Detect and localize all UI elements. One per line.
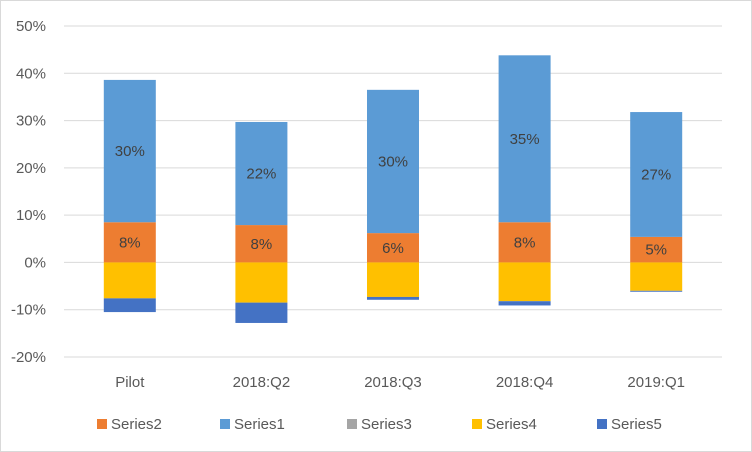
x-tick-label: 2018:Q4 bbox=[496, 374, 554, 391]
bar-segment-series2 bbox=[498, 222, 551, 263]
bar-segment-series2 bbox=[103, 222, 156, 263]
bar-segment-series4 bbox=[235, 262, 288, 303]
data-label: 5% bbox=[645, 242, 667, 259]
y-tick-label: -10% bbox=[11, 302, 46, 319]
legend-label: Series4 bbox=[486, 416, 537, 433]
legend-swatch bbox=[472, 419, 482, 429]
bar-segment-series5 bbox=[235, 302, 288, 323]
bar-segment-series1 bbox=[235, 121, 288, 226]
data-label: 30% bbox=[115, 143, 145, 160]
legend: Series2 Series1 Series3 Series4 Series5 bbox=[97, 416, 662, 433]
legend-label: Series2 bbox=[111, 416, 162, 433]
legend-label: Series5 bbox=[611, 416, 662, 433]
data-label: 27% bbox=[641, 166, 671, 183]
data-label: 8% bbox=[119, 234, 141, 251]
legend-swatch bbox=[597, 419, 607, 429]
bar-segment-series5 bbox=[103, 298, 156, 313]
data-labels: 8% 30% 8% 22% 6% 30% 8% 35% 5% 27% bbox=[115, 131, 671, 259]
bar-segment-series4 bbox=[498, 262, 551, 302]
bar-segment-series1 bbox=[103, 79, 156, 223]
data-label: 35% bbox=[510, 131, 540, 148]
bar-segment-series1 bbox=[367, 89, 419, 234]
data-label: 8% bbox=[251, 236, 273, 253]
legend-label: Series3 bbox=[361, 416, 412, 433]
bar-segment-series2 bbox=[367, 233, 419, 263]
y-tick-label: 40% bbox=[16, 65, 46, 82]
legend-swatch bbox=[220, 419, 230, 429]
y-tick-label: -20% bbox=[11, 349, 46, 366]
x-axis-tick-labels: Pilot 2018:Q2 2018:Q3 2018:Q4 2019:Q1 bbox=[115, 374, 685, 391]
x-tick-label: 2018:Q3 bbox=[364, 374, 422, 391]
legend-swatch bbox=[347, 419, 357, 429]
data-label: 22% bbox=[246, 166, 276, 183]
bar-segment-series5 bbox=[630, 290, 683, 292]
bar-segment-series2 bbox=[630, 236, 683, 263]
bar-segment-series5 bbox=[367, 296, 419, 300]
legend-swatch bbox=[97, 419, 107, 429]
data-label: 6% bbox=[382, 240, 404, 257]
bar-segment-series4 bbox=[630, 262, 683, 291]
y-tick-label: 0% bbox=[24, 254, 46, 271]
y-tick-label: 50% bbox=[16, 18, 46, 35]
x-tick-label: Pilot bbox=[115, 374, 145, 391]
data-label: 8% bbox=[514, 234, 536, 251]
bar-segment-series1 bbox=[630, 112, 683, 237]
bar-segment-series2 bbox=[235, 225, 288, 263]
x-tick-label: 2019:Q1 bbox=[627, 374, 685, 391]
legend-label: Series1 bbox=[234, 416, 285, 433]
y-tick-label: 20% bbox=[16, 160, 46, 177]
bar-segment-series1 bbox=[498, 55, 551, 223]
bar-segment-series4 bbox=[367, 262, 419, 297]
x-tick-label: 2018:Q2 bbox=[233, 374, 291, 391]
y-tick-label: 10% bbox=[16, 207, 46, 224]
bar-segment-series5 bbox=[498, 301, 551, 306]
bars bbox=[103, 55, 683, 323]
y-axis-tick-labels: -20% -10% 0% 10% 20% 30% 40% 50% bbox=[11, 18, 46, 366]
y-tick-label: 30% bbox=[16, 113, 46, 130]
data-label: 30% bbox=[378, 153, 408, 170]
bar-segment-series4 bbox=[103, 262, 156, 299]
